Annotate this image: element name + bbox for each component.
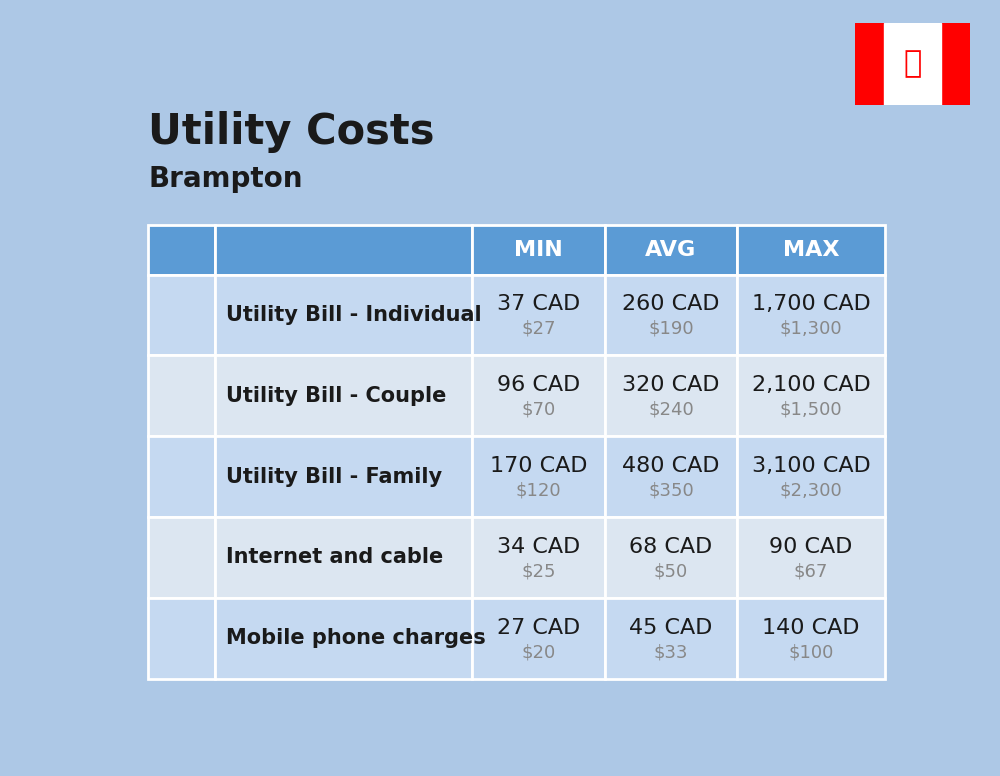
FancyBboxPatch shape <box>605 355 737 436</box>
Text: Brampton: Brampton <box>148 165 303 192</box>
Text: Utility Costs: Utility Costs <box>148 111 435 153</box>
FancyBboxPatch shape <box>215 598 472 679</box>
Text: Utility Bill - Couple: Utility Bill - Couple <box>226 386 446 406</box>
FancyBboxPatch shape <box>215 224 472 275</box>
Bar <box>941 23 970 105</box>
FancyBboxPatch shape <box>472 355 605 436</box>
Text: $190: $190 <box>648 320 694 338</box>
Bar <box>855 23 884 105</box>
FancyBboxPatch shape <box>605 436 737 517</box>
Text: 37 CAD: 37 CAD <box>497 294 580 314</box>
FancyBboxPatch shape <box>737 598 885 679</box>
Text: 1,700 CAD: 1,700 CAD <box>752 294 870 314</box>
Text: $27: $27 <box>521 320 556 338</box>
Text: 27 CAD: 27 CAD <box>497 618 580 638</box>
Text: 90 CAD: 90 CAD <box>769 537 853 557</box>
Text: Utility Bill - Family: Utility Bill - Family <box>226 466 442 487</box>
Text: $25: $25 <box>521 562 556 580</box>
FancyBboxPatch shape <box>148 517 215 598</box>
Text: 480 CAD: 480 CAD <box>622 456 720 476</box>
FancyBboxPatch shape <box>148 275 215 355</box>
FancyBboxPatch shape <box>148 224 215 275</box>
Text: Utility Bill - Individual: Utility Bill - Individual <box>226 305 481 325</box>
FancyBboxPatch shape <box>737 355 885 436</box>
Text: $2,300: $2,300 <box>780 481 842 499</box>
Text: $50: $50 <box>654 562 688 580</box>
Text: $240: $240 <box>648 400 694 418</box>
FancyBboxPatch shape <box>472 224 605 275</box>
Text: Internet and cable: Internet and cable <box>226 547 443 567</box>
Text: 2,100 CAD: 2,100 CAD <box>752 376 870 395</box>
FancyBboxPatch shape <box>737 224 885 275</box>
FancyBboxPatch shape <box>472 517 605 598</box>
FancyBboxPatch shape <box>472 598 605 679</box>
Text: 🍁: 🍁 <box>903 50 922 78</box>
FancyBboxPatch shape <box>605 598 737 679</box>
FancyBboxPatch shape <box>472 436 605 517</box>
Text: AVG: AVG <box>645 240 697 259</box>
Text: $120: $120 <box>516 481 561 499</box>
Text: 170 CAD: 170 CAD <box>490 456 587 476</box>
Text: $350: $350 <box>648 481 694 499</box>
Text: 96 CAD: 96 CAD <box>497 376 580 395</box>
Text: $1,500: $1,500 <box>780 400 842 418</box>
FancyBboxPatch shape <box>215 436 472 517</box>
FancyBboxPatch shape <box>605 517 737 598</box>
FancyBboxPatch shape <box>605 275 737 355</box>
Text: $67: $67 <box>794 562 828 580</box>
FancyBboxPatch shape <box>215 355 472 436</box>
Text: MAX: MAX <box>783 240 839 259</box>
Bar <box>884 23 941 105</box>
Text: $1,300: $1,300 <box>780 320 842 338</box>
Text: Mobile phone charges: Mobile phone charges <box>226 629 485 648</box>
FancyBboxPatch shape <box>737 436 885 517</box>
Text: 140 CAD: 140 CAD <box>762 618 860 638</box>
Text: 320 CAD: 320 CAD <box>622 376 720 395</box>
Text: 260 CAD: 260 CAD <box>622 294 720 314</box>
FancyBboxPatch shape <box>737 517 885 598</box>
FancyBboxPatch shape <box>215 275 472 355</box>
Text: $70: $70 <box>521 400 556 418</box>
Text: MIN: MIN <box>514 240 563 259</box>
Text: $33: $33 <box>654 643 688 661</box>
FancyBboxPatch shape <box>148 355 215 436</box>
FancyBboxPatch shape <box>215 517 472 598</box>
Text: 68 CAD: 68 CAD <box>629 537 713 557</box>
Text: $100: $100 <box>788 643 834 661</box>
Text: 34 CAD: 34 CAD <box>497 537 580 557</box>
FancyBboxPatch shape <box>737 275 885 355</box>
Text: 3,100 CAD: 3,100 CAD <box>752 456 870 476</box>
Text: $20: $20 <box>521 643 556 661</box>
FancyBboxPatch shape <box>148 598 215 679</box>
FancyBboxPatch shape <box>148 436 215 517</box>
FancyBboxPatch shape <box>472 275 605 355</box>
FancyBboxPatch shape <box>605 224 737 275</box>
Text: 45 CAD: 45 CAD <box>629 618 713 638</box>
